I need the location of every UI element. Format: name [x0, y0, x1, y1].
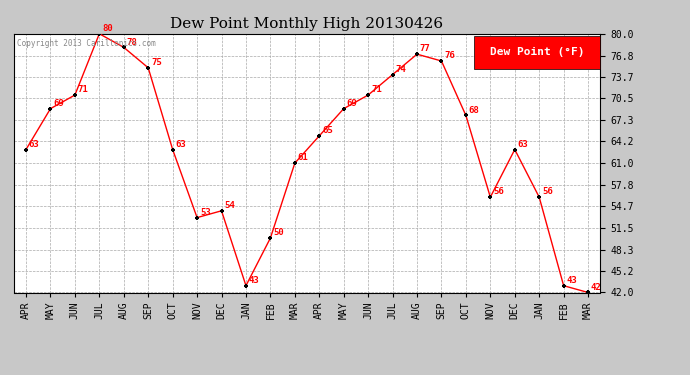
Text: 75: 75: [151, 58, 161, 67]
Text: 68: 68: [469, 106, 480, 115]
Text: 63: 63: [518, 140, 529, 149]
Text: 43: 43: [248, 276, 259, 285]
Text: 80: 80: [102, 24, 113, 33]
FancyBboxPatch shape: [474, 36, 600, 69]
Point: [314, 133, 325, 139]
Point: [167, 147, 178, 153]
Text: 77: 77: [420, 44, 431, 53]
Point: [387, 72, 398, 78]
Point: [533, 194, 544, 200]
Text: 42: 42: [591, 283, 602, 292]
Point: [338, 106, 349, 112]
Point: [192, 214, 203, 220]
Text: 69: 69: [53, 99, 64, 108]
Point: [265, 235, 276, 241]
Text: 71: 71: [78, 85, 88, 94]
Point: [363, 92, 374, 98]
Text: 56: 56: [542, 188, 553, 196]
Point: [485, 194, 496, 200]
Point: [240, 283, 251, 289]
Point: [582, 290, 593, 296]
Point: [289, 160, 300, 166]
Text: 71: 71: [371, 85, 382, 94]
Text: 56: 56: [493, 188, 504, 196]
Text: 65: 65: [322, 126, 333, 135]
Text: 54: 54: [224, 201, 235, 210]
Text: Dew Point (°F): Dew Point (°F): [490, 47, 584, 57]
Text: 63: 63: [175, 140, 186, 149]
Text: 74: 74: [395, 65, 406, 74]
Point: [70, 92, 81, 98]
Point: [411, 51, 422, 57]
Point: [558, 283, 569, 289]
Point: [460, 112, 471, 118]
Text: 78: 78: [126, 38, 137, 46]
Text: Copyright 2013 Carillonics.com: Copyright 2013 Carillonics.com: [17, 39, 155, 48]
Point: [45, 106, 56, 112]
Text: 63: 63: [29, 140, 39, 149]
Text: 53: 53: [200, 208, 210, 217]
Text: 50: 50: [273, 228, 284, 237]
Point: [216, 208, 227, 214]
Point: [94, 31, 105, 37]
Text: 76: 76: [444, 51, 455, 60]
Text: 43: 43: [566, 276, 577, 285]
Point: [21, 147, 32, 153]
Text: 61: 61: [297, 153, 308, 162]
Point: [436, 58, 447, 64]
Point: [118, 44, 129, 50]
Point: [143, 65, 154, 71]
Title: Dew Point Monthly High 20130426: Dew Point Monthly High 20130426: [170, 17, 444, 31]
Point: [509, 147, 520, 153]
Text: 69: 69: [346, 99, 357, 108]
